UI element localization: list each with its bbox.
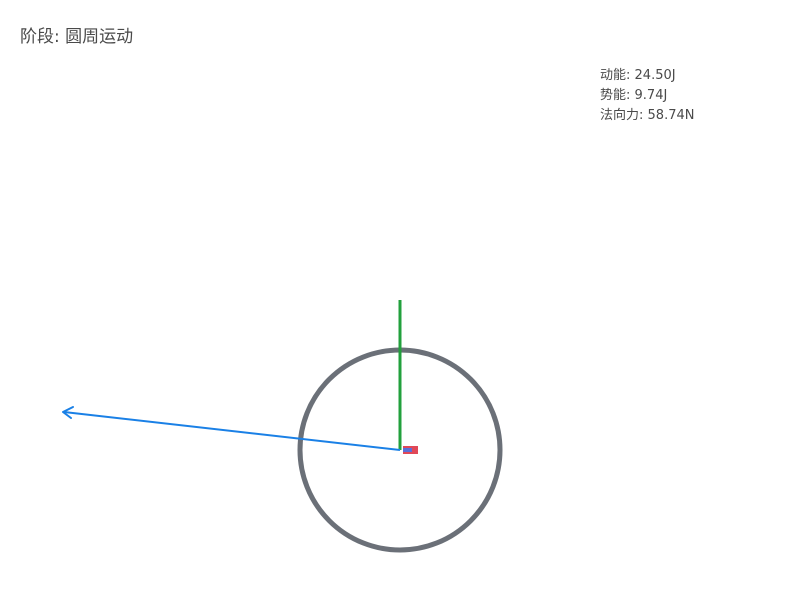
normal-force-readout: 法向力: 58.74N — [600, 108, 695, 123]
stage-label: 阶段 — [20, 27, 54, 47]
velocity-vector — [63, 411, 401, 451]
energy-readout-panel: 动能: 24.50J 势能: 9.74J 法向力: 58.74N — [600, 66, 694, 126]
potential-energy-value: 9.74J — [634, 88, 668, 103]
moving-object-marker — [403, 448, 412, 452]
kinetic-energy-value: 24.50J — [634, 68, 676, 83]
velocity-arrowhead — [62, 406, 74, 419]
stage-separator: : — [54, 27, 66, 47]
stage-value: 圆周运动 — [65, 27, 134, 47]
potential-energy-readout: 势能: 9.74J — [600, 88, 668, 103]
normal-force-value: 58.74N — [647, 108, 695, 123]
potential-energy-label: 势能 — [600, 88, 627, 103]
stage-indicator: 阶段: 圆周运动 — [20, 22, 133, 47]
kinetic-energy-label: 动能 — [600, 68, 627, 83]
normal-force-label: 法向力 — [600, 108, 640, 123]
kinetic-energy-readout: 动能: 24.50J — [600, 68, 676, 83]
